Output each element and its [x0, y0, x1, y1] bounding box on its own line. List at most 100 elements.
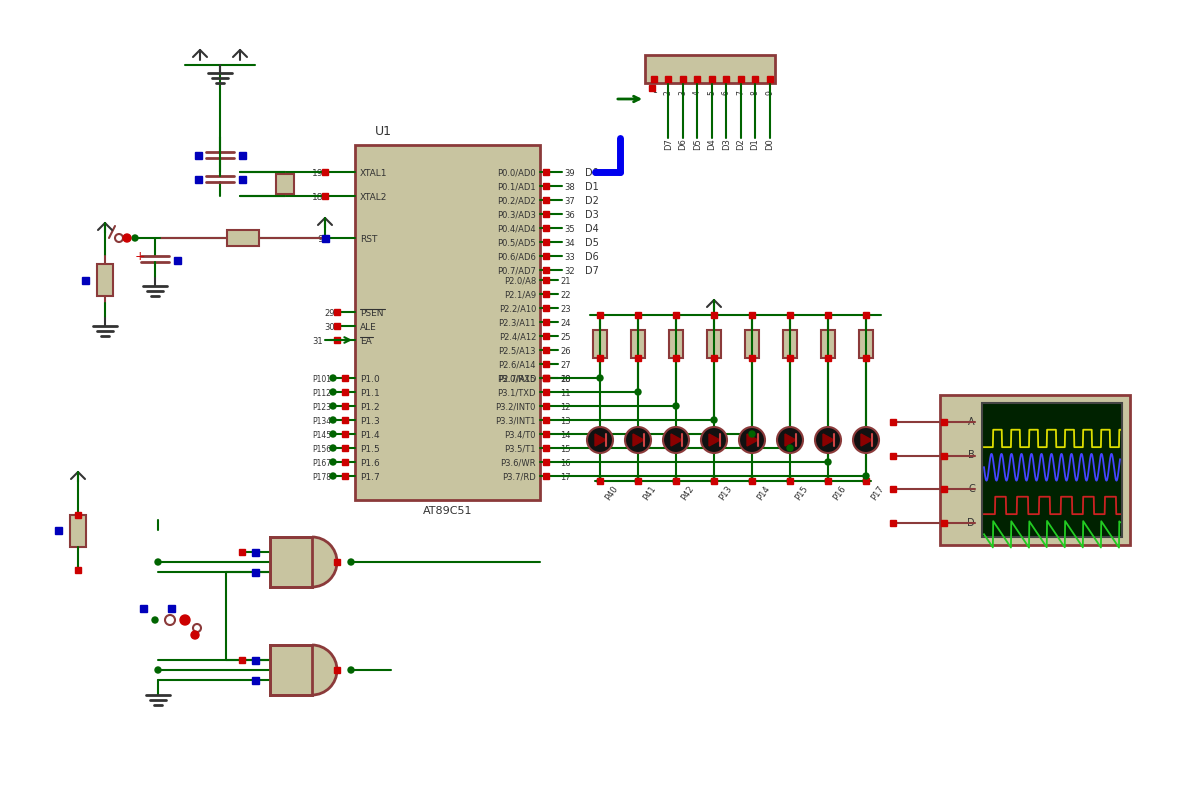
Text: D3: D3 [585, 210, 599, 220]
Text: P167: P167 [312, 459, 331, 468]
Bar [543, 375, 548, 381]
Bar [645, 55, 775, 83]
Polygon shape [634, 434, 644, 446]
Bar [863, 312, 869, 318]
Text: 4: 4 [693, 90, 702, 95]
Text: P42: P42 [678, 484, 695, 502]
Circle shape [155, 559, 161, 565]
Polygon shape [823, 434, 834, 446]
Circle shape [863, 473, 869, 479]
Bar [543, 225, 548, 231]
Circle shape [712, 417, 717, 423]
Text: 14: 14 [560, 431, 571, 439]
Bar [543, 277, 548, 283]
Bar [707, 330, 721, 358]
Bar [342, 389, 348, 395]
Text: 24: 24 [560, 318, 571, 327]
Polygon shape [312, 537, 337, 587]
Circle shape [330, 375, 336, 381]
Text: 2: 2 [664, 91, 673, 95]
Bar [342, 431, 348, 437]
Bar [543, 431, 548, 437]
Bar [673, 312, 678, 318]
Circle shape [330, 417, 336, 423]
Text: D6: D6 [678, 138, 688, 150]
Text: P2.1/A9: P2.1/A9 [504, 290, 535, 299]
Circle shape [816, 427, 842, 453]
Bar [239, 152, 246, 159]
Bar [593, 330, 608, 358]
Bar [787, 312, 793, 318]
Bar [227, 230, 259, 246]
Circle shape [193, 624, 201, 632]
Bar [749, 312, 755, 318]
Text: 39: 39 [564, 168, 574, 177]
Bar [543, 347, 548, 353]
Bar [239, 176, 246, 183]
Polygon shape [312, 645, 337, 695]
Text: P1.5: P1.5 [361, 444, 379, 453]
Text: P123: P123 [312, 403, 331, 411]
Text: P3.3/INT1: P3.3/INT1 [495, 416, 535, 426]
Bar [239, 549, 245, 555]
Text: P3.0/RXD: P3.0/RXD [496, 375, 535, 383]
Text: 36: 36 [564, 210, 574, 220]
Text: 8: 8 [751, 91, 760, 95]
Text: P0.7/AD7: P0.7/AD7 [498, 266, 535, 276]
Bar [631, 330, 645, 358]
Bar [673, 355, 678, 361]
Text: P3.2/INT0: P3.2/INT0 [495, 403, 535, 411]
Text: P0.3/AD3: P0.3/AD3 [498, 210, 535, 220]
Polygon shape [747, 434, 758, 446]
Bar [723, 76, 729, 82]
Bar [322, 169, 327, 175]
Polygon shape [785, 434, 795, 446]
Text: 19: 19 [312, 168, 323, 177]
Circle shape [749, 478, 755, 484]
Bar [543, 305, 548, 311]
Text: P1.6: P1.6 [361, 459, 379, 468]
Bar [890, 520, 896, 525]
Text: ALE: ALE [361, 322, 377, 331]
Circle shape [787, 478, 793, 484]
Bar [712, 355, 717, 361]
Text: P1.3: P1.3 [361, 416, 379, 426]
Bar [277, 174, 294, 194]
Circle shape [330, 389, 336, 395]
Bar [825, 312, 831, 318]
Text: P0.4/AD4: P0.4/AD4 [498, 225, 535, 233]
Bar [174, 257, 181, 264]
Text: 10: 10 [560, 375, 571, 383]
Bar [787, 478, 793, 484]
Bar [543, 239, 548, 245]
Bar [195, 152, 201, 159]
Text: P0.2/AD2: P0.2/AD2 [498, 196, 535, 205]
Bar [342, 417, 348, 423]
Circle shape [132, 235, 138, 241]
Bar [70, 515, 86, 547]
Text: P2.2/A10: P2.2/A10 [499, 305, 535, 314]
Text: P2.3/A11: P2.3/A11 [499, 318, 535, 327]
Text: 13: 13 [560, 416, 571, 426]
Circle shape [155, 667, 161, 673]
Text: P178: P178 [312, 472, 331, 481]
Bar [821, 330, 834, 358]
Bar [863, 478, 869, 484]
Text: P0.1/AD1: P0.1/AD1 [498, 183, 535, 192]
Polygon shape [671, 434, 682, 446]
Text: D6: D6 [585, 252, 599, 262]
Text: P0.0/AD0: P0.0/AD0 [498, 168, 535, 177]
Bar [355, 145, 540, 500]
Bar [335, 309, 340, 315]
Bar [635, 478, 641, 484]
Bar [543, 197, 548, 203]
Circle shape [115, 234, 123, 242]
Circle shape [165, 615, 175, 625]
Bar [322, 234, 329, 241]
Bar [74, 567, 82, 573]
Bar [543, 253, 548, 259]
Bar [335, 559, 340, 565]
Bar [649, 85, 655, 91]
Text: 32: 32 [564, 266, 574, 276]
Bar [673, 478, 678, 484]
